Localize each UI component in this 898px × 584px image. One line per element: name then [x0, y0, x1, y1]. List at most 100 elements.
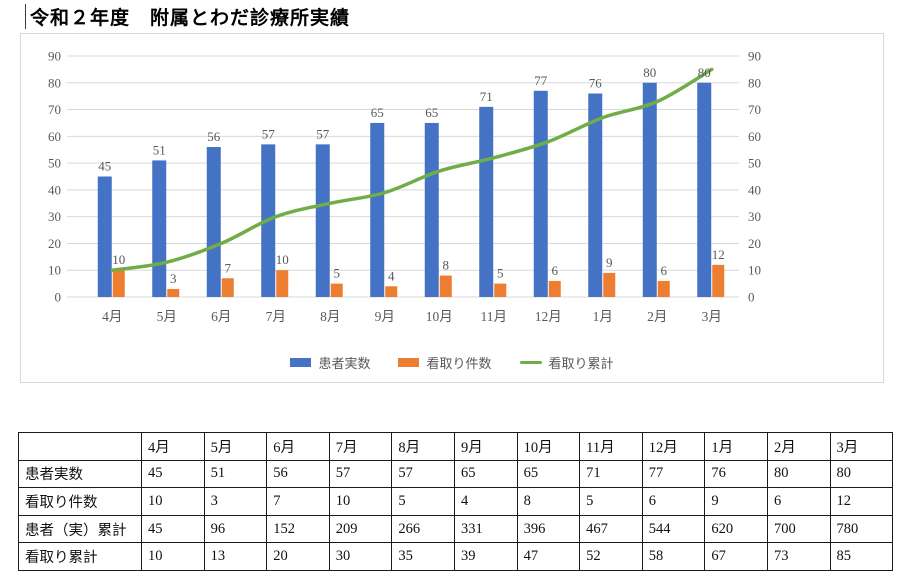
bar-data-label: 56 [207, 129, 221, 144]
x-axis-tick-label: 1月 [593, 309, 613, 324]
table-header-cell: 3月 [830, 433, 893, 461]
legend-item: 看取り累計 [520, 353, 614, 372]
y-axis-tick-label: 40 [48, 182, 61, 197]
legend-item: 看取り件数 [398, 353, 491, 372]
y-axis-tick-label: 0 [55, 290, 62, 305]
bar-data-label: 4 [388, 268, 395, 283]
table-cell: 5 [580, 488, 643, 516]
legend-label: 患者実数 [318, 353, 370, 372]
bar-data-label: 9 [606, 255, 613, 270]
data-table: 4月5月6月7月8月9月10月11月12月1月2月3月患者実数455156575… [18, 432, 893, 571]
x-axis-tick-label: 4月 [102, 309, 122, 324]
table-cell: 77 [642, 460, 705, 488]
secondary-y-axis-tick-label: 20 [748, 236, 761, 251]
table-cell: 71 [580, 460, 643, 488]
bar-data-label: 65 [425, 105, 438, 120]
chart-plot-area: 0102030405060708090010203040506070809045… [21, 34, 883, 349]
table-cell: 4 [454, 488, 517, 516]
table-cell: 47 [517, 543, 580, 571]
table-cell: 266 [392, 515, 455, 543]
bar [222, 278, 234, 297]
y-axis-tick-label: 90 [48, 49, 61, 64]
table-cell: 67 [705, 543, 768, 571]
x-axis-tick-label: 11月 [481, 309, 508, 324]
page-title: 令和２年度 附属とわだ診療所実績 [30, 3, 350, 30]
table-cell: 6 [642, 488, 705, 516]
bar [425, 123, 439, 297]
y-axis-tick-label: 60 [48, 129, 61, 144]
x-axis-tick-label: 10月 [426, 309, 453, 324]
secondary-y-axis-tick-label: 10 [748, 263, 761, 278]
table-row-label: 看取り件数 [19, 488, 142, 516]
document-page: 令和２年度 附属とわだ診療所実績 01020304050607080900102… [0, 0, 898, 584]
table-cell: 35 [392, 543, 455, 571]
bar [331, 284, 343, 297]
secondary-y-axis-tick-label: 50 [748, 156, 761, 171]
chart-legend: 患者実数 看取り件数 看取り累計 [21, 353, 883, 372]
x-axis-tick-label: 5月 [157, 309, 177, 324]
table-row: 患者実数455156575765657177768080 [19, 460, 893, 488]
bar [113, 270, 125, 297]
bar-data-label: 77 [534, 73, 548, 88]
table-row: 看取り累計101320303539475258677385 [19, 543, 893, 571]
secondary-y-axis-tick-label: 60 [748, 129, 761, 144]
secondary-y-axis-tick-label: 80 [748, 75, 761, 90]
bar [658, 281, 670, 297]
table-cell: 544 [642, 515, 705, 543]
table-cell: 76 [705, 460, 768, 488]
table-row: 患者（実）累計459615220926633139646754462070078… [19, 515, 893, 543]
bar [494, 284, 506, 297]
table-header-cell: 12月 [642, 433, 705, 461]
table-cell: 10 [142, 543, 205, 571]
table-cell: 30 [329, 543, 392, 571]
bar-data-label: 6 [661, 263, 668, 278]
table-header-cell: 6月 [267, 433, 330, 461]
table-cell: 51 [204, 460, 267, 488]
table-cell: 780 [830, 515, 893, 543]
table-cell: 8 [517, 488, 580, 516]
secondary-y-axis-tick-label: 70 [748, 102, 761, 117]
table-cell: 65 [517, 460, 580, 488]
table-cell: 152 [267, 515, 330, 543]
bar [207, 147, 221, 297]
y-axis-tick-label: 70 [48, 102, 61, 117]
x-axis-tick-label: 2月 [647, 309, 667, 324]
bar-data-label: 10 [276, 252, 289, 267]
table-cell: 620 [705, 515, 768, 543]
y-axis-tick-label: 10 [48, 263, 61, 278]
legend-bar-swatch-icon [398, 358, 419, 367]
table-row-label: 患者（実）累計 [19, 515, 142, 543]
x-axis-tick-label: 7月 [266, 309, 286, 324]
table-header-cell: 4月 [142, 433, 205, 461]
bar [167, 289, 179, 297]
table-header-cell: 2月 [767, 433, 830, 461]
table-cell: 10 [329, 488, 392, 516]
bar [152, 160, 166, 297]
bar [276, 270, 288, 297]
table-header-cell: 7月 [329, 433, 392, 461]
bar-data-label: 76 [589, 75, 603, 90]
table-cell: 209 [329, 515, 392, 543]
table-cell: 700 [767, 515, 830, 543]
table-cell: 6 [767, 488, 830, 516]
table-cell: 7 [267, 488, 330, 516]
bar-data-label: 65 [371, 105, 384, 120]
table-cell: 9 [705, 488, 768, 516]
secondary-y-axis-tick-label: 0 [748, 290, 755, 305]
bar [479, 107, 493, 297]
bar-data-label: 10 [112, 252, 125, 267]
table-cell: 65 [454, 460, 517, 488]
bar-data-label: 57 [316, 126, 330, 141]
line-series [112, 69, 712, 270]
bar [98, 177, 112, 298]
legend-item: 患者実数 [290, 353, 370, 372]
bar-data-label: 57 [262, 126, 276, 141]
table-row: 看取り件数103710548569612 [19, 488, 893, 516]
bar-data-label: 45 [98, 159, 111, 174]
table-header-cell: 8月 [392, 433, 455, 461]
table-cell: 45 [142, 460, 205, 488]
bar [712, 265, 724, 297]
bar [370, 123, 384, 297]
y-axis-tick-label: 30 [48, 209, 61, 224]
table-cell: 39 [454, 543, 517, 571]
